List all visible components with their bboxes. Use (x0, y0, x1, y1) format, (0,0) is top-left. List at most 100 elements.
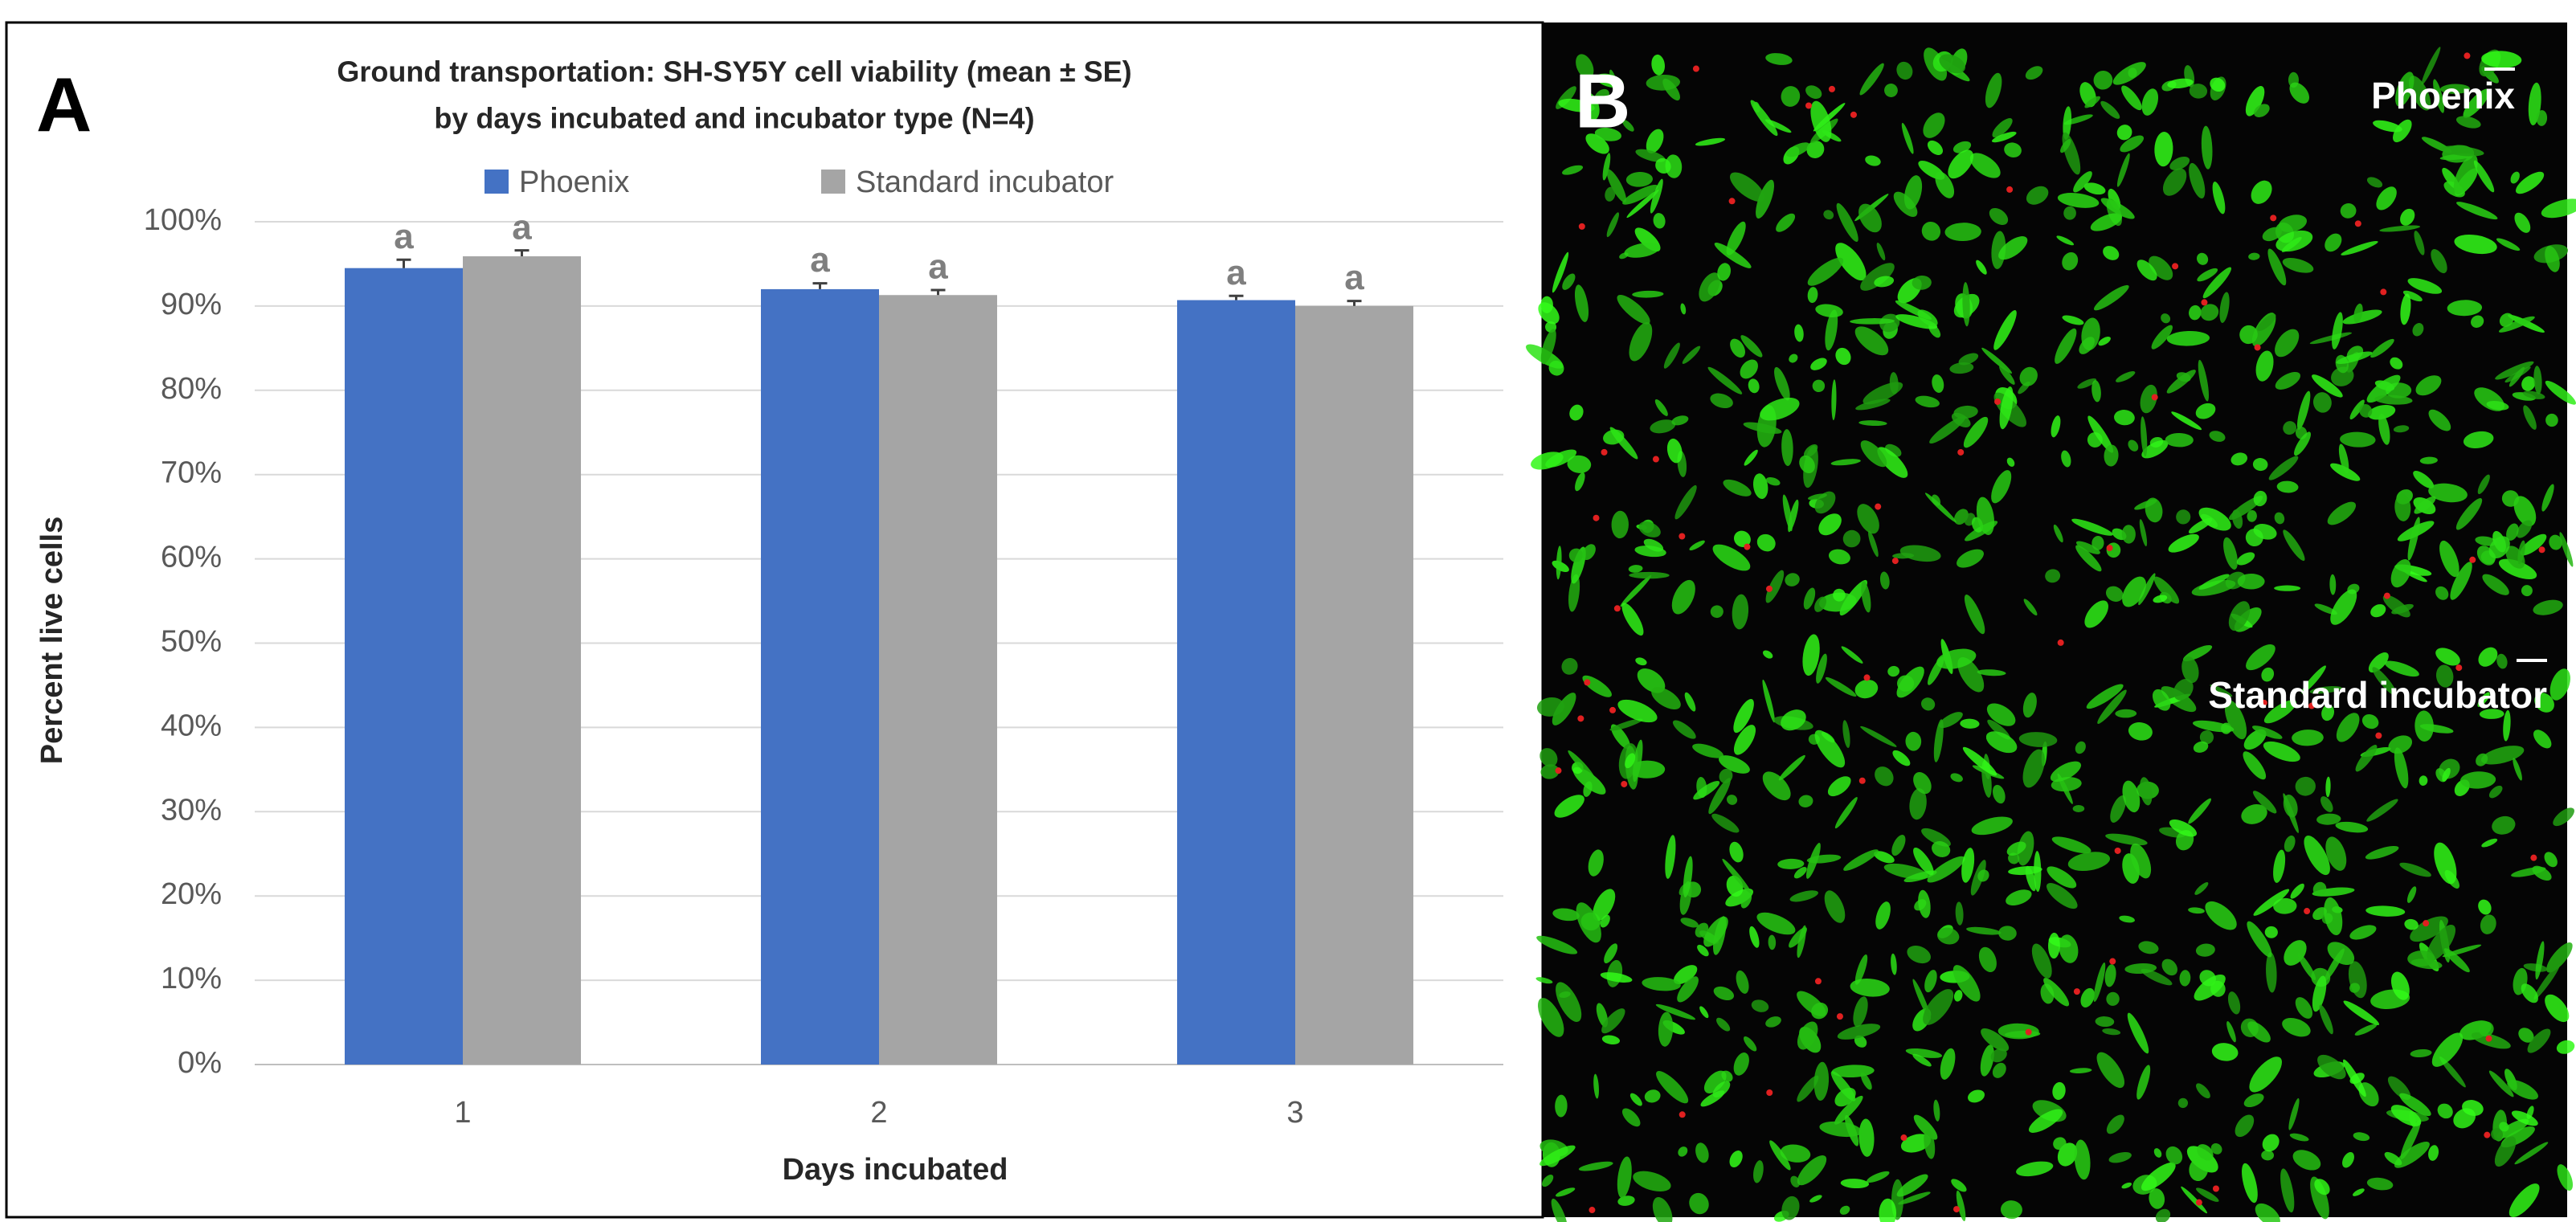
cell (1837, 1024, 1881, 1040)
cells (1526, 47, 2576, 1222)
cell (1568, 750, 1596, 780)
cell (1901, 122, 1914, 154)
cell (2106, 991, 2120, 1006)
cell (2189, 1157, 2209, 1182)
dead-cell (1957, 448, 1965, 456)
cell (2435, 648, 2460, 666)
cell (2343, 1000, 2380, 1026)
cell (2152, 689, 2171, 711)
cell (2509, 1183, 2540, 1218)
cell (1944, 223, 1981, 242)
cell (1896, 61, 1913, 80)
cell (2008, 866, 2042, 876)
cell (1643, 538, 1664, 552)
cell (2267, 248, 2287, 286)
cell (2018, 732, 2058, 747)
cell (2373, 120, 2402, 133)
cell (2366, 177, 2383, 188)
cell (1924, 492, 1957, 523)
cell (1620, 574, 1652, 607)
cell (2388, 735, 2413, 754)
cell (1768, 934, 1777, 950)
cell (1807, 287, 1818, 304)
cell (2402, 290, 2423, 302)
annotation: a (394, 217, 414, 256)
cell (2341, 241, 2378, 255)
cell (1556, 982, 1582, 1022)
cell (1723, 479, 1752, 497)
cell (2149, 255, 2173, 280)
cell (2463, 431, 2494, 449)
cell (2121, 85, 2142, 111)
cell (1980, 1044, 1994, 1077)
cell (2317, 1054, 2346, 1080)
cell (2198, 507, 2231, 531)
x-tick-label: 1 (454, 1096, 471, 1130)
cell (1828, 549, 1850, 565)
cell (2253, 524, 2277, 540)
cell (2342, 309, 2382, 325)
cell (2491, 1128, 2504, 1141)
cell (1629, 322, 1653, 362)
dead-cell (1805, 102, 1812, 109)
cell (1600, 914, 1610, 928)
cell (2513, 758, 2522, 781)
error-bar (930, 288, 946, 296)
cell (2353, 1132, 2370, 1142)
cell (2004, 142, 2022, 157)
cell (2104, 964, 2116, 987)
cell (2167, 78, 2194, 89)
cell (2106, 1114, 2124, 1134)
cell (2414, 710, 2434, 742)
cell (2104, 444, 2119, 467)
cell (1781, 1195, 1800, 1220)
cell (2476, 753, 2488, 766)
cell (1743, 422, 1782, 434)
cell (2410, 1048, 2432, 1058)
cell (2428, 409, 2451, 431)
cell (2492, 815, 2516, 835)
dead-cell (2304, 908, 2311, 915)
cell (1695, 1142, 1709, 1163)
cell (2546, 942, 2573, 973)
dead-cell (1994, 398, 2002, 405)
cell (1824, 890, 1846, 923)
cell (2254, 104, 2270, 117)
cell (1622, 120, 1634, 132)
cell (2533, 366, 2542, 394)
cell (1713, 986, 1735, 1001)
cell (2063, 106, 2072, 141)
cell (1707, 366, 1743, 394)
cell (1923, 112, 1945, 138)
cell (2541, 198, 2576, 219)
dead-cell (1577, 715, 1584, 722)
cell (1748, 378, 1760, 394)
cell (2443, 948, 2470, 973)
cell (1939, 712, 1963, 729)
cell (2295, 776, 2316, 796)
cell (2439, 145, 2484, 157)
cell (1877, 447, 1908, 478)
cell (1601, 1008, 1625, 1034)
cell (1674, 484, 1697, 520)
cell (1692, 743, 1723, 758)
cell (1671, 415, 1689, 426)
cell (1583, 781, 1593, 797)
cell (2456, 202, 2498, 220)
cell (1662, 78, 1680, 101)
cell (2093, 284, 2129, 311)
cell (2404, 918, 2419, 930)
cell (2083, 182, 2106, 195)
cell (1850, 318, 1895, 325)
cell (2153, 595, 2168, 603)
cell (2051, 836, 2091, 854)
cell (1594, 127, 1622, 141)
cell (1858, 203, 1882, 233)
cell (1629, 1093, 1642, 1106)
cell (1860, 263, 1895, 291)
cell (2428, 1145, 2439, 1161)
cell (1769, 1140, 1791, 1171)
cell (1752, 473, 1768, 500)
cell (2282, 258, 2314, 273)
cell (1891, 953, 1897, 975)
